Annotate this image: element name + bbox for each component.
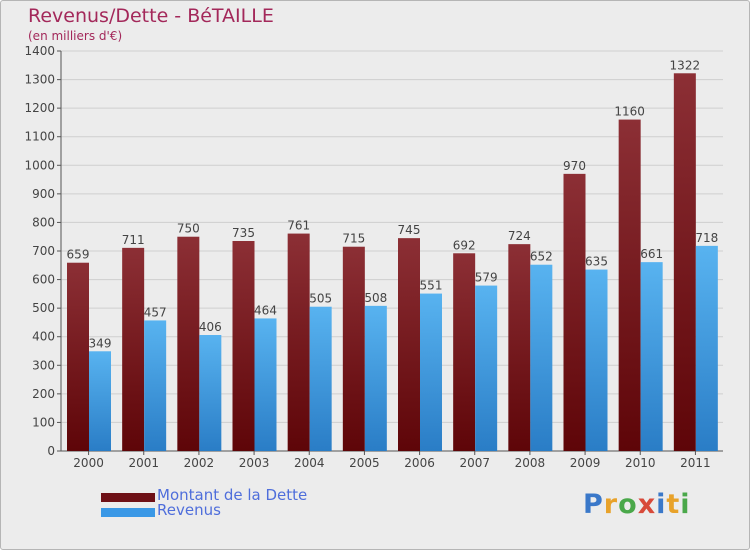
bar-revenue bbox=[640, 262, 663, 451]
bar-revenue bbox=[364, 305, 387, 451]
bar-revenue bbox=[695, 245, 718, 451]
data-label-revenue: 406 bbox=[199, 320, 222, 334]
x-tick-label: 2009 bbox=[570, 456, 601, 470]
data-label-revenue: 652 bbox=[530, 250, 553, 264]
bar-debt bbox=[122, 247, 145, 451]
logo-letter: P bbox=[583, 489, 604, 520]
legend-swatch-debt bbox=[101, 493, 155, 502]
bar-debt bbox=[342, 246, 365, 451]
y-tick-label: 600 bbox=[32, 273, 55, 287]
data-label-revenue: 457 bbox=[144, 305, 167, 319]
y-tick-label: 700 bbox=[32, 244, 55, 258]
x-tick-label: 2010 bbox=[625, 456, 656, 470]
data-label-debt: 761 bbox=[287, 219, 310, 233]
y-tick-label: 300 bbox=[32, 358, 55, 372]
y-tick-label: 800 bbox=[32, 215, 55, 229]
bar-revenue bbox=[420, 293, 442, 451]
data-label-debt: 735 bbox=[232, 226, 255, 240]
bar-debt bbox=[508, 244, 531, 451]
y-tick-label: 1400 bbox=[24, 44, 55, 58]
bars bbox=[67, 73, 718, 452]
bar-revenue bbox=[89, 351, 111, 451]
data-label-debt: 970 bbox=[563, 159, 586, 173]
bar-debt bbox=[287, 233, 310, 451]
data-label-debt: 1322 bbox=[670, 58, 701, 72]
x-tick-label: 2003 bbox=[239, 456, 270, 470]
y-tick-label: 1000 bbox=[24, 158, 55, 172]
data-label-revenue: 505 bbox=[309, 292, 332, 306]
logo-letter: i bbox=[680, 489, 691, 520]
data-label-debt: 711 bbox=[122, 233, 145, 247]
data-label-revenue: 579 bbox=[475, 271, 498, 285]
y-tick-label: 500 bbox=[32, 301, 55, 315]
legend-label-debt: Montant de la Dette bbox=[157, 486, 308, 504]
y-tick-label: 1100 bbox=[24, 130, 55, 144]
bar-debt bbox=[673, 73, 696, 452]
bar-debt bbox=[618, 119, 641, 452]
x-tick-label: 2007 bbox=[459, 456, 490, 470]
chart-title: Revenus/Dette - BéTAILLE bbox=[28, 5, 274, 27]
data-label-debt: 692 bbox=[453, 238, 476, 252]
y-tick-label: 200 bbox=[32, 387, 55, 401]
data-label-revenue: 508 bbox=[364, 291, 387, 305]
y-tick-label: 100 bbox=[32, 415, 55, 429]
data-label-revenue: 551 bbox=[420, 279, 443, 293]
proxiti-logo: Proxiti bbox=[583, 489, 691, 520]
bar-revenue bbox=[199, 335, 222, 451]
y-tick-label: 1300 bbox=[24, 73, 55, 87]
data-label-revenue: 349 bbox=[89, 336, 112, 350]
labels: 0 100 200 300 400 500 600 700 800 900 1000 1100 1200… bbox=[24, 44, 718, 470]
bar-revenue bbox=[254, 318, 277, 451]
bar-revenue bbox=[530, 264, 553, 451]
y-tick-label: 400 bbox=[32, 330, 55, 344]
data-label-debt: 724 bbox=[508, 229, 531, 243]
bar-revenue bbox=[475, 285, 498, 451]
data-label-revenue: 635 bbox=[585, 255, 608, 269]
bar-debt bbox=[67, 262, 89, 451]
logo-letter: o bbox=[618, 489, 638, 520]
data-label-debt: 750 bbox=[177, 222, 200, 236]
bar-debt bbox=[232, 241, 255, 451]
axes bbox=[57, 50, 723, 455]
bar-debt bbox=[563, 173, 586, 451]
data-label-debt: 659 bbox=[67, 248, 90, 262]
legend-swatch-revenue bbox=[101, 508, 155, 517]
x-tick-label: 2008 bbox=[515, 456, 546, 470]
data-label-debt: 745 bbox=[398, 223, 421, 237]
x-tick-label: 2001 bbox=[128, 456, 159, 470]
bar-debt bbox=[453, 253, 476, 451]
x-tick-label: 2006 bbox=[404, 456, 435, 470]
y-tick-label: 900 bbox=[32, 187, 55, 201]
bar-debt bbox=[398, 238, 420, 451]
y-tick-label: 0 bbox=[47, 444, 55, 458]
x-tick-label: 2002 bbox=[184, 456, 215, 470]
x-tick-label: 2000 bbox=[73, 456, 104, 470]
x-tick-label: 2011 bbox=[680, 456, 711, 470]
logo-letter: i bbox=[656, 489, 667, 520]
bar-debt bbox=[177, 236, 200, 451]
grid-lines bbox=[61, 50, 723, 451]
bar-revenue bbox=[585, 269, 608, 451]
y-tick-label: 1200 bbox=[24, 101, 55, 115]
logo-letter: r bbox=[603, 489, 619, 520]
chart-subtitle: (en milliers d'€) bbox=[28, 29, 123, 43]
data-label-revenue: 661 bbox=[640, 247, 663, 261]
x-tick-label: 2005 bbox=[349, 456, 380, 470]
data-label-debt: 1160 bbox=[614, 105, 645, 119]
bar-revenue bbox=[309, 306, 332, 451]
data-label-revenue: 464 bbox=[254, 303, 277, 317]
logo-letter: t bbox=[666, 489, 681, 520]
data-label-debt: 715 bbox=[342, 232, 365, 246]
logo-letter: x bbox=[637, 489, 657, 520]
data-label-revenue: 718 bbox=[695, 231, 718, 245]
bar-revenue bbox=[144, 320, 167, 451]
legend-label-revenue: Revenus bbox=[157, 501, 221, 519]
x-tick-label: 2004 bbox=[294, 456, 325, 470]
